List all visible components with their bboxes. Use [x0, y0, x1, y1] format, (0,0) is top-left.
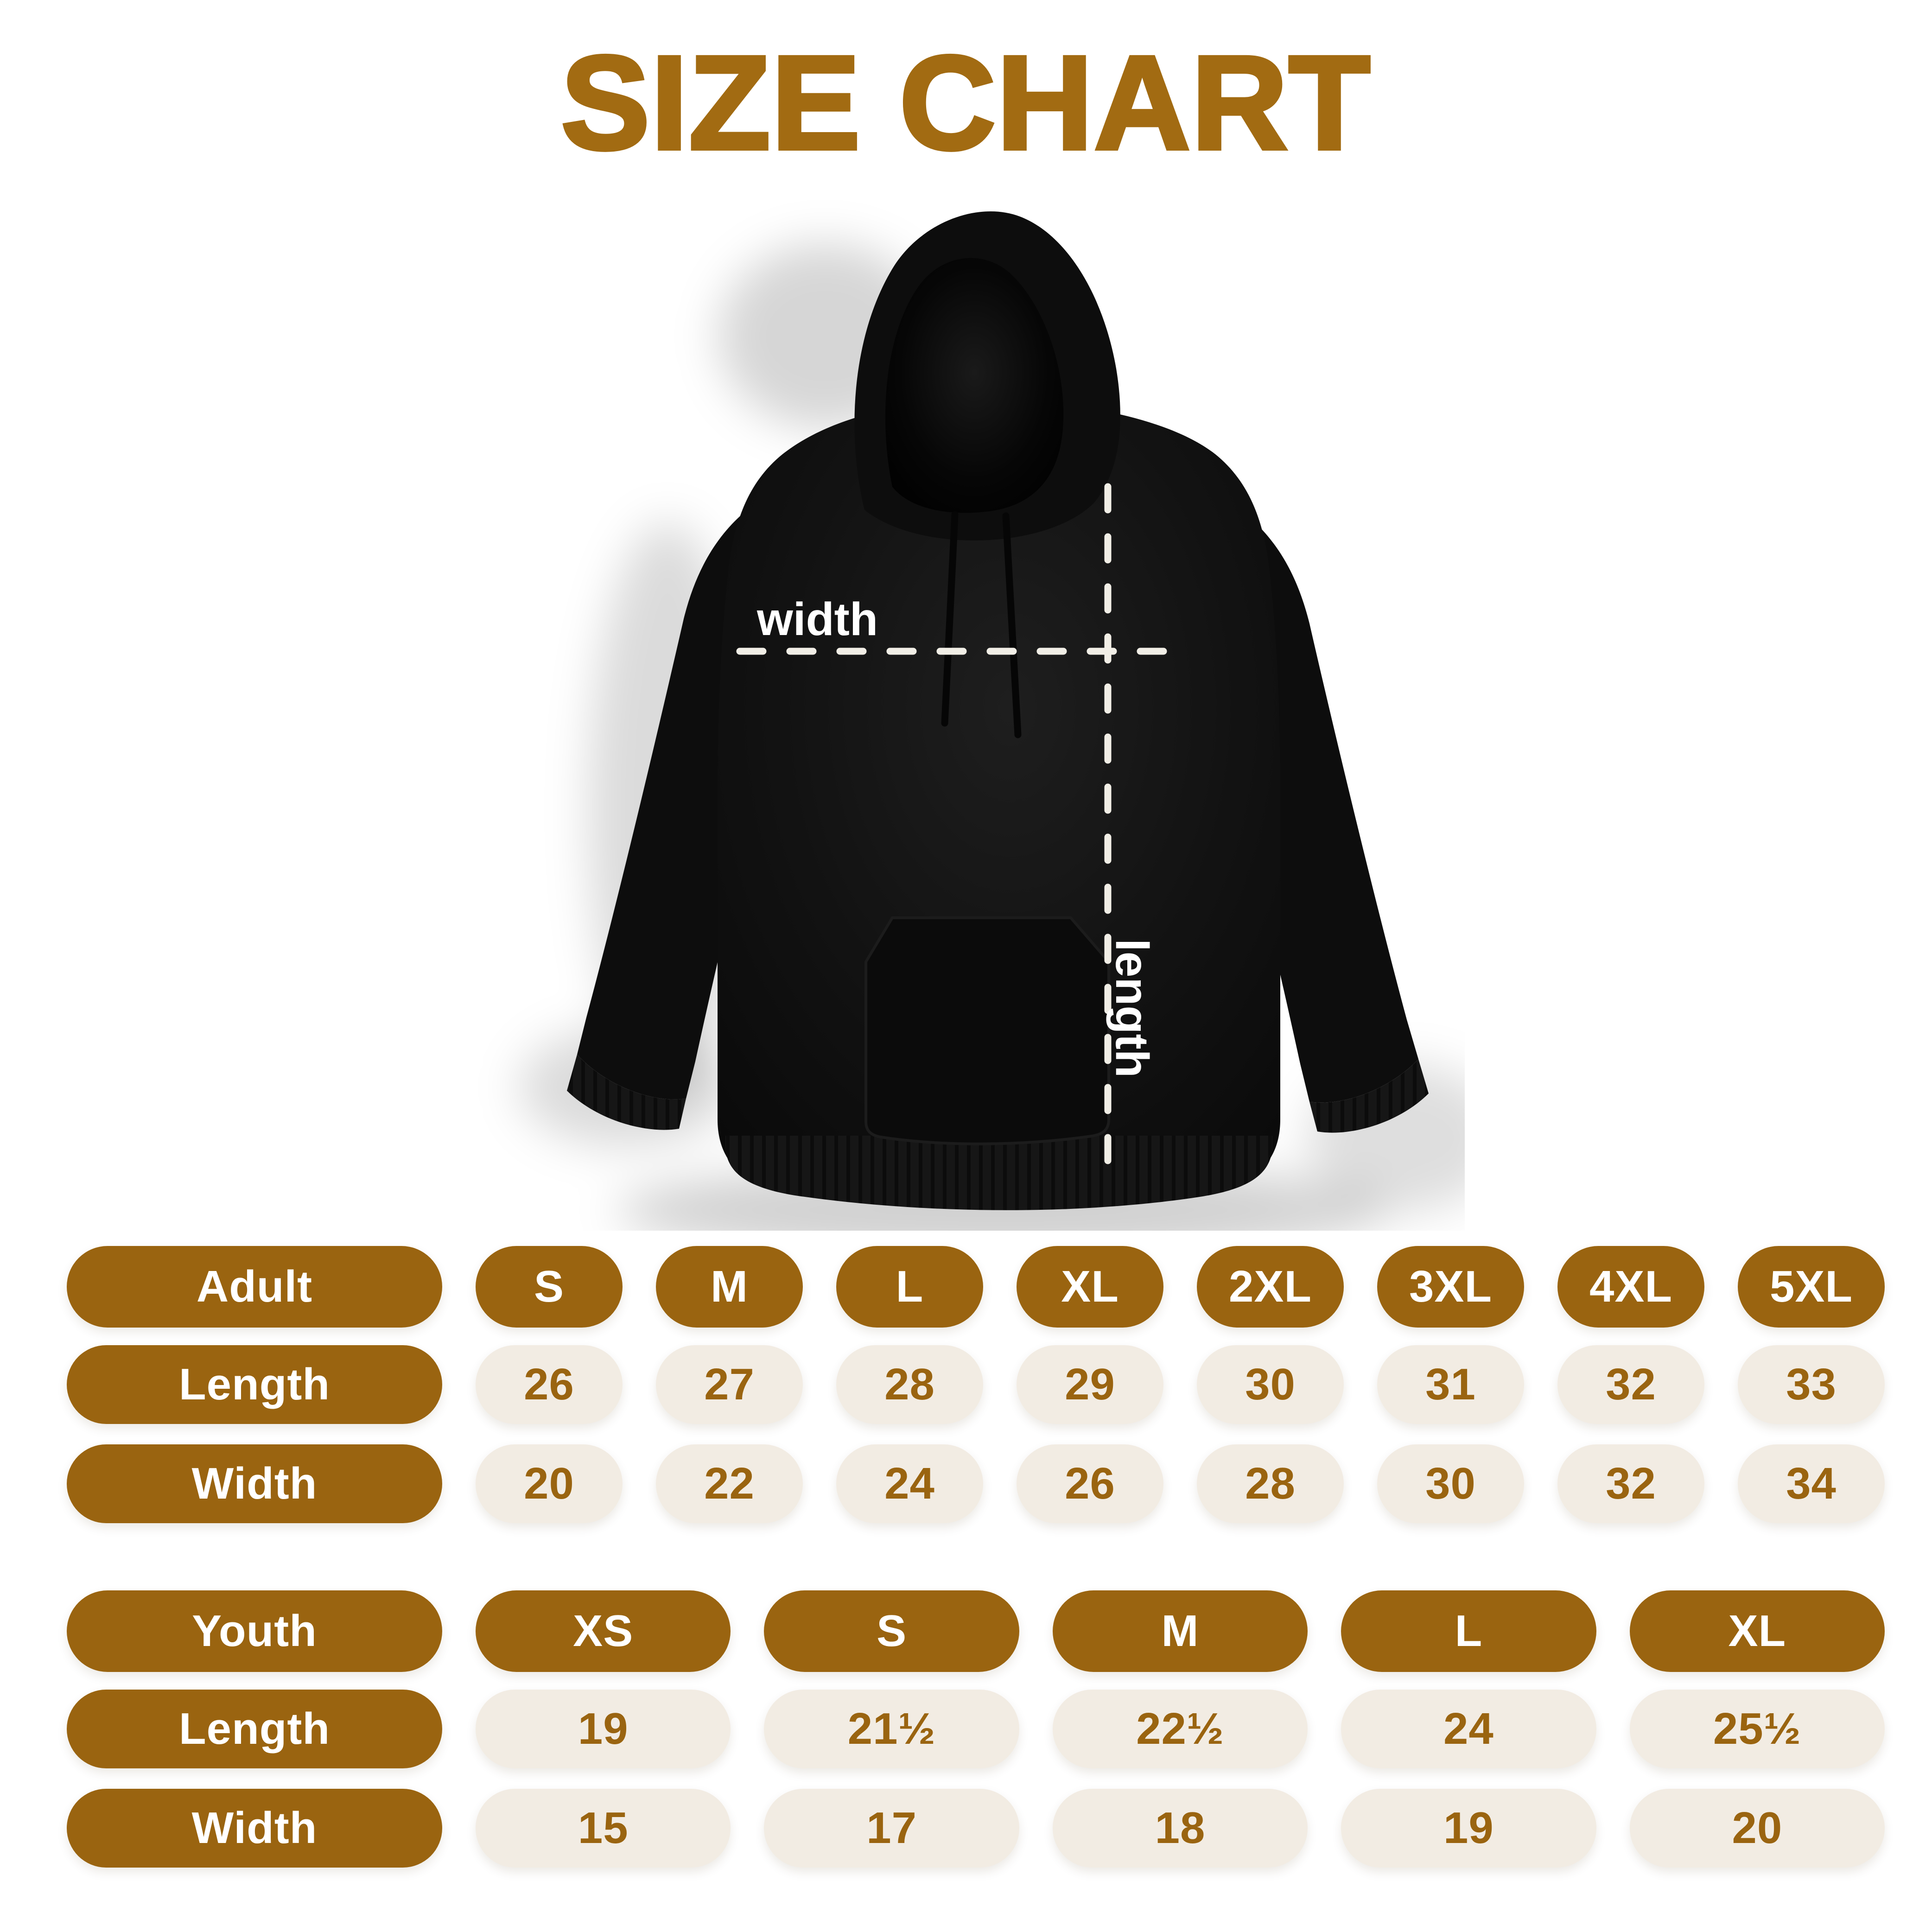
youth-size-header-cell: S [764, 1590, 1019, 1672]
adult-size-header-cell: XL [1017, 1246, 1163, 1328]
adult-size-header-cell: 4XL [1557, 1246, 1704, 1328]
adult-width-value-cell: 26 [1017, 1444, 1163, 1523]
adult-size-header-cell: L [836, 1246, 983, 1328]
adult-width-value-cell: 32 [1557, 1444, 1704, 1523]
adult-width-value-cell: 22 [656, 1444, 803, 1523]
adult-width-value-cell: 20 [476, 1444, 623, 1523]
hoodie-measurement-diagram: width length [473, 183, 1465, 1231]
youth-length-value-cell: 25½ [1629, 1690, 1885, 1768]
adult-length-label: Length [67, 1345, 442, 1424]
youth-width-value-cell: 15 [476, 1789, 731, 1868]
adult-length-value-cell: 26 [476, 1345, 623, 1424]
adult-length-row: Length 26 27 28 29 30 31 32 33 [0, 1345, 1932, 1424]
hoodie-body [718, 400, 1280, 1209]
youth-width-value-cell: 17 [764, 1789, 1019, 1868]
adult-size-header-cell: 3XL [1377, 1246, 1524, 1328]
youth-length-value-cell: 22½ [1052, 1690, 1308, 1768]
youth-width-label: Width [67, 1789, 442, 1868]
hoodie-hem-band [725, 1136, 1272, 1210]
adult-width-value-cell: 34 [1738, 1444, 1885, 1523]
size-tables: Adult S M L XL 2XL 3XL 4XL 5XL Length 26… [0, 1246, 1932, 1868]
youth-length-value-cell: 19 [476, 1690, 731, 1768]
youth-width-value-cell: 19 [1341, 1789, 1596, 1868]
adult-width-label: Width [67, 1444, 442, 1523]
youth-length-value-cell: 21½ [764, 1690, 1019, 1768]
youth-group-label: Youth [67, 1590, 442, 1672]
youth-size-header-cell: M [1052, 1590, 1308, 1672]
youth-width-value-cell: 18 [1052, 1789, 1308, 1868]
hoodie-right-cuff [1309, 1059, 1429, 1133]
adult-length-value-cell: 32 [1557, 1345, 1704, 1424]
hoodie-drawstrings [941, 511, 1022, 738]
length-label: length [1106, 939, 1158, 1078]
hoodie-image: width length [519, 211, 1465, 1231]
youth-length-value-cell: 24 [1341, 1690, 1596, 1768]
youth-length-row: Length 19 21½ 22½ 24 25½ [0, 1690, 1932, 1768]
page-title: SIZE CHART [559, 28, 1372, 178]
youth-size-header-cell: L [1341, 1590, 1596, 1672]
adult-length-value-cell: 28 [836, 1345, 983, 1424]
youth-size-header-cell: XS [476, 1590, 731, 1672]
youth-width-value-cell: 20 [1629, 1789, 1885, 1868]
hoodie-pocket [864, 916, 1110, 1145]
adult-length-value-cell: 30 [1197, 1345, 1344, 1424]
adult-length-value-cell: 31 [1377, 1345, 1524, 1424]
adult-size-header-cell: 5XL [1738, 1246, 1885, 1328]
adult-width-value-cell: 30 [1377, 1444, 1524, 1523]
hoodie-left-cuff [567, 1055, 686, 1130]
adult-length-value-cell: 27 [656, 1345, 803, 1424]
adult-width-value-cell: 28 [1197, 1444, 1344, 1523]
adult-size-header-cell: M [656, 1246, 803, 1328]
youth-width-row: Width 15 17 18 19 20 [0, 1789, 1932, 1868]
adult-width-row: Width 20 22 24 26 28 30 32 34 [0, 1444, 1932, 1523]
adult-header-row: Adult S M L XL 2XL 3XL 4XL 5XL [0, 1246, 1932, 1328]
adult-group-label: Adult [67, 1246, 442, 1328]
adult-length-value-cell: 33 [1738, 1345, 1885, 1424]
youth-size-header-cell: XL [1629, 1590, 1885, 1672]
hoodie-hood-opening [885, 258, 1064, 513]
adult-size-header-cell: 2XL [1197, 1246, 1344, 1328]
youth-header-row: Youth XS S M L XL [0, 1590, 1932, 1672]
width-label: width [756, 593, 878, 645]
adult-length-value-cell: 29 [1017, 1345, 1163, 1424]
adult-width-value-cell: 24 [836, 1444, 983, 1523]
youth-length-label: Length [67, 1690, 442, 1768]
adult-size-header-cell: S [476, 1246, 623, 1328]
